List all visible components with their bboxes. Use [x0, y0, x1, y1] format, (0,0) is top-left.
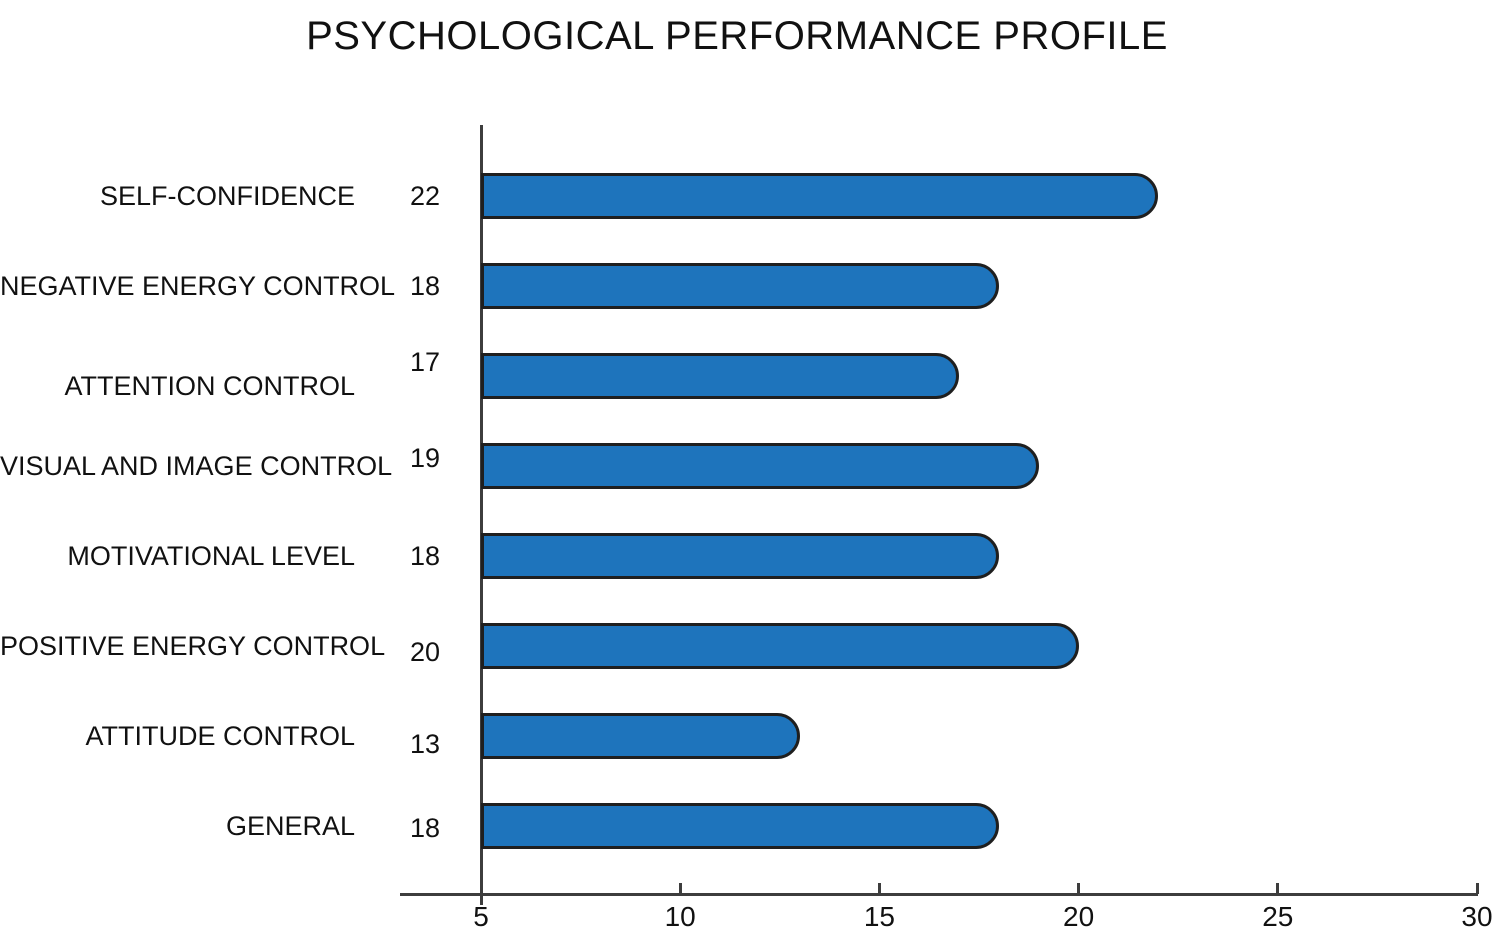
- bar: [481, 803, 999, 849]
- bar: [481, 173, 1158, 219]
- x-tick-label: 5: [473, 901, 489, 932]
- category-label: VISUAL AND IMAGE CONTROL: [0, 451, 393, 481]
- chart-title: PSYCHOLOGICAL PERFORMANCE PROFILE: [306, 14, 1168, 58]
- x-tick: [877, 883, 881, 894]
- value-label: 18: [409, 541, 441, 571]
- bar: [481, 443, 1039, 489]
- x-tick-label: 10: [664, 901, 696, 932]
- category-label: ATTITUDE CONTROL: [85, 721, 356, 751]
- category-label: GENERAL: [225, 811, 355, 841]
- value-label: 18: [409, 813, 441, 843]
- x-axis-line: [400, 893, 1478, 896]
- value-label: 20: [409, 637, 441, 667]
- value-label: 22: [409, 181, 441, 211]
- x-tick-label: 20: [1063, 901, 1095, 932]
- category-label: SELF-CONFIDENCE: [99, 181, 355, 211]
- value-label: 17: [409, 347, 441, 377]
- x-tick-label: 25: [1262, 901, 1294, 932]
- value-label: 19: [409, 443, 441, 473]
- bar: [481, 263, 999, 309]
- x-tick-label: 15: [863, 901, 895, 932]
- bar: [481, 623, 1079, 669]
- bar: [481, 533, 999, 579]
- value-label: 18: [409, 271, 441, 301]
- category-label: ATTENTION CONTROL: [64, 371, 355, 401]
- bar: [481, 713, 800, 759]
- category-label: MOTIVATIONAL LEVEL: [67, 541, 355, 571]
- value-label: 13: [409, 729, 441, 759]
- category-label: NEGATIVE ENERGY CONTROL: [0, 271, 396, 301]
- bar: [481, 353, 959, 399]
- y-axis-line: [480, 125, 483, 905]
- x-tick-label: 30: [1461, 901, 1493, 932]
- category-label: POSITIVE ENERGY CONTROL: [0, 631, 386, 661]
- x-tick: [1077, 883, 1081, 894]
- x-tick: [678, 883, 682, 894]
- x-tick: [1276, 883, 1280, 894]
- x-tick: [1475, 883, 1479, 894]
